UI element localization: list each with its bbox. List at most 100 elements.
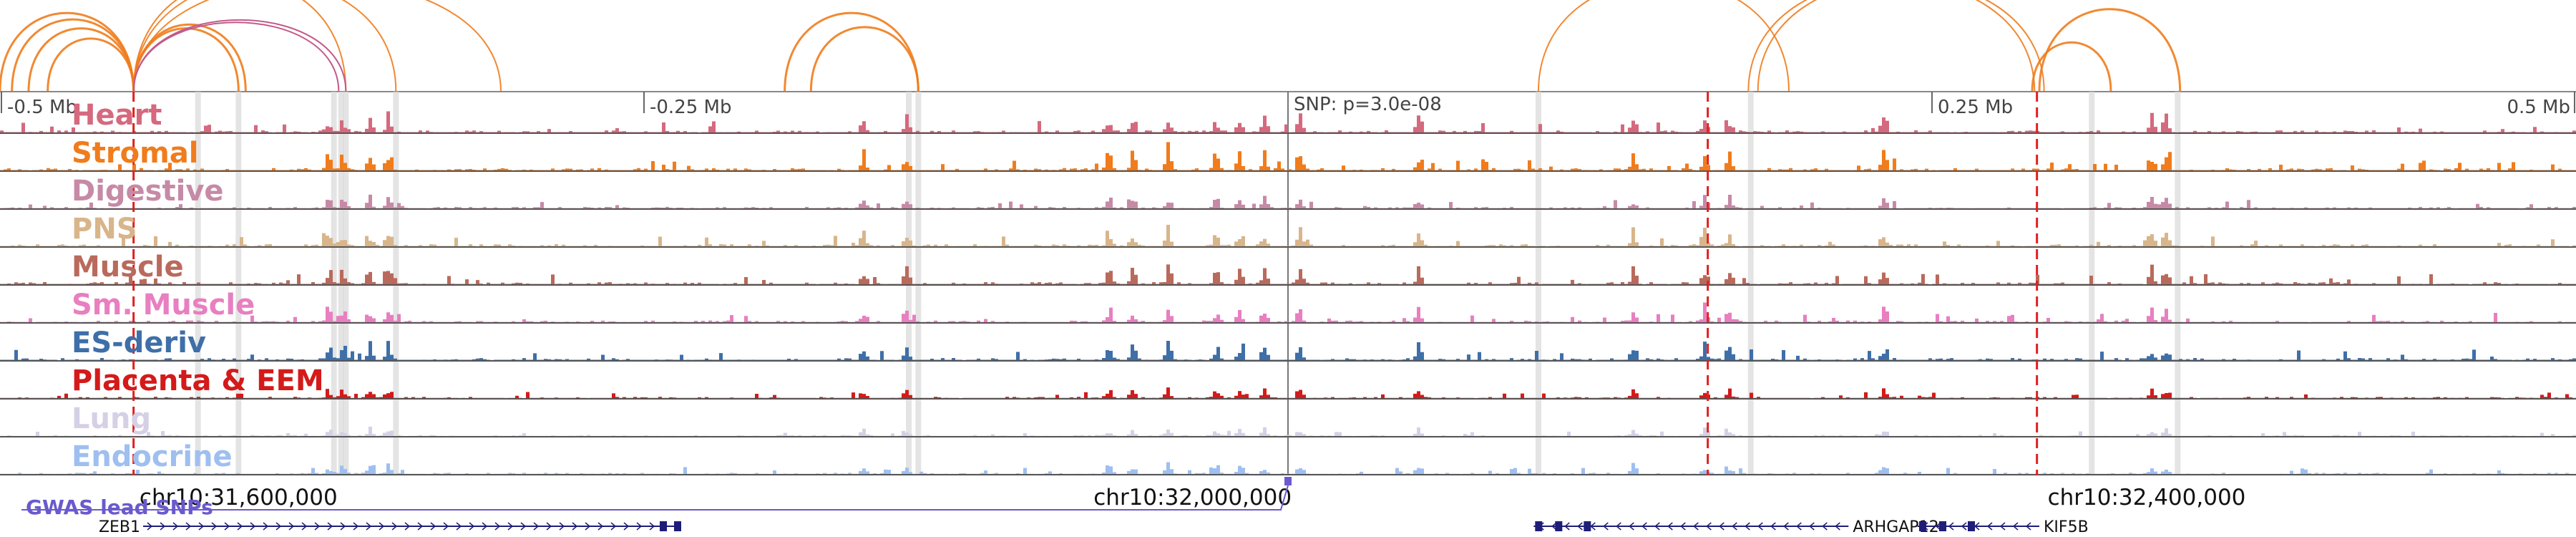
ruler-tick-label: -0.25 Mb <box>650 97 731 118</box>
strand-arrow <box>1641 522 1647 531</box>
track-label: Heart <box>72 99 162 132</box>
strand-arrow <box>1809 522 1815 531</box>
strand-arrow <box>211 522 218 531</box>
loop-arc <box>784 11 919 92</box>
strand-arrow <box>327 522 333 531</box>
strand-arrow <box>1999 522 2006 531</box>
strand-arrow <box>224 522 230 531</box>
strand-arrow <box>482 522 488 531</box>
highlight-column <box>235 92 242 475</box>
loop-arc <box>809 26 919 92</box>
strand-arrow <box>585 522 591 531</box>
strand-arrow <box>623 522 630 531</box>
coordinate-label: chr10:32,400,000 <box>2048 485 2246 511</box>
track-label: Lung <box>72 402 151 435</box>
loop-arc <box>132 0 347 92</box>
strand-arrow <box>1551 522 1557 531</box>
strand-arrow <box>1796 522 1802 531</box>
coordinate-label: chr10:32,000,000 <box>1093 485 1292 511</box>
strand-arrow <box>2012 522 2019 531</box>
strand-arrow <box>1680 522 1686 531</box>
strand-arrow <box>1654 522 1660 531</box>
strand-arrow <box>147 522 153 531</box>
exon <box>1555 521 1563 531</box>
strand-arrow <box>636 522 643 531</box>
strand-arrow <box>275 522 282 531</box>
loop-arc <box>132 27 240 92</box>
exon <box>1535 521 1543 531</box>
loop-arcs <box>0 0 2182 92</box>
strand-arrow <box>185 522 192 531</box>
snp-label: SNP: p=3.0e-08 <box>1294 94 1442 115</box>
strand-arrow <box>533 522 540 531</box>
strand-arrow <box>507 522 514 531</box>
strand-arrow <box>649 522 655 531</box>
track-signal <box>0 387 2576 398</box>
strand-arrow <box>340 522 346 531</box>
strand-arrow <box>546 522 552 531</box>
strand-arrow <box>430 522 436 531</box>
ruler-tick-label: -0.5 Mb <box>7 97 77 118</box>
loop-arc <box>132 21 340 92</box>
exon <box>660 521 667 531</box>
track-label: Endocrine <box>72 440 233 473</box>
strand-arrow <box>469 522 475 531</box>
exon <box>1584 521 1591 531</box>
loop-arc <box>1747 0 2036 92</box>
highlight-column <box>1747 92 1754 475</box>
strand-arrow <box>1616 522 1621 531</box>
strand-arrow <box>404 522 411 531</box>
loop-arc <box>1538 0 1790 92</box>
track-label: ES-deriv <box>72 326 206 359</box>
track-label: Digestive <box>72 175 224 208</box>
strand-arrow <box>456 522 462 531</box>
loop-arc <box>2038 8 2182 92</box>
strand-arrow <box>250 522 256 531</box>
strand-arrow <box>172 522 179 531</box>
strand-arrow <box>353 522 359 531</box>
strand-arrow <box>1693 522 1699 531</box>
track-labels: Heart Stromal Digestive PNS Muscle Sm. Muscle… <box>72 99 324 473</box>
strand-arrow <box>572 522 578 531</box>
strand-arrow <box>1732 522 1737 531</box>
strand-arrow <box>1948 522 1954 531</box>
highlight-column <box>915 92 922 475</box>
highlight-column <box>2175 92 2181 475</box>
strand-arrow <box>1745 522 1750 531</box>
strand-arrow <box>391 522 398 531</box>
distance-ruler: -0.5 Mb -0.25 Mb 0.25 Mb 0.5 Mb SNP: p=3.0e-… <box>0 91 2576 475</box>
snp-dashed-lines <box>132 92 2039 475</box>
loop-arc <box>132 0 502 92</box>
gwas-label: GWAS lead SNPs <box>26 495 213 519</box>
strand-arrow <box>417 522 424 531</box>
signal-tracks <box>0 111 2576 475</box>
loop-arc <box>132 0 397 92</box>
ruler-tick-label: 0.25 Mb <box>1938 97 2013 118</box>
gwas-connector <box>21 485 1289 511</box>
strand-arrow <box>1770 522 1776 531</box>
strand-arrow <box>237 522 243 531</box>
strand-arrow <box>288 522 295 531</box>
strand-arrow <box>198 522 205 531</box>
strand-arrow <box>1757 522 1763 531</box>
strand-arrow <box>520 522 527 531</box>
strand-arrow <box>1783 522 1789 531</box>
strand-arrow <box>597 522 604 531</box>
strand-arrow <box>610 522 617 531</box>
track-label: Stromal <box>72 137 199 170</box>
gwas-snp-marker <box>1284 477 1292 485</box>
strand-arrow <box>301 522 308 531</box>
gene-track: chr10:31,600,000 chr10:32,000,000 chr10:32… <box>21 477 2245 536</box>
exon <box>1968 521 1975 531</box>
strand-arrow <box>366 522 372 531</box>
strand-arrow <box>1986 522 1993 531</box>
loop-arc <box>1757 0 2045 92</box>
exon <box>1919 521 1926 531</box>
coordinate-label: chr10:31,600,000 <box>140 485 338 511</box>
strand-arrow <box>263 522 269 531</box>
loop-arc <box>2031 41 2112 92</box>
strand-arrow <box>2025 522 2031 531</box>
strand-arrow <box>1961 522 1967 531</box>
strand-arrow <box>494 522 501 531</box>
